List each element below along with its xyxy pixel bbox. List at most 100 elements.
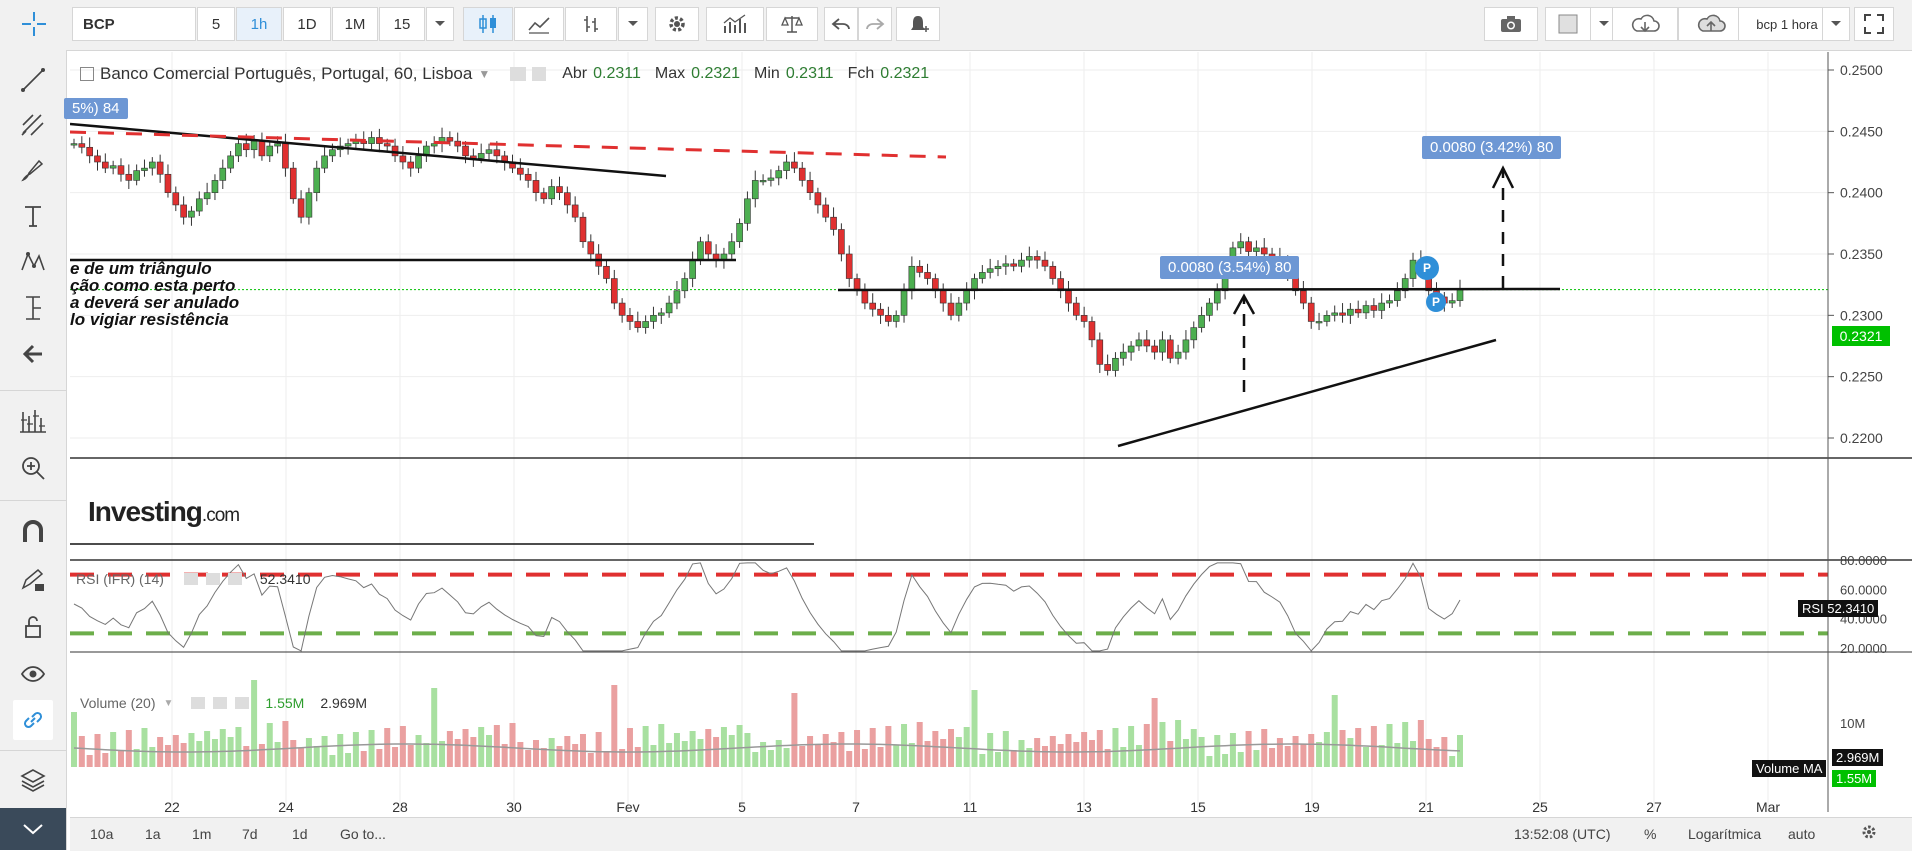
volume-bar [94, 734, 101, 767]
volume-bar [517, 742, 524, 767]
chevron-down-icon[interactable]: ▼ [478, 67, 491, 81]
layers-tool[interactable] [13, 760, 53, 800]
volume-bar [1057, 744, 1064, 767]
candle-body [1347, 308, 1354, 316]
gear-icon[interactable] [205, 573, 220, 585]
alert-button[interactable] [896, 7, 940, 41]
volume-bar [298, 748, 305, 767]
magnet-tool[interactable] [13, 512, 53, 552]
interval-1h[interactable]: 1h [236, 7, 282, 41]
interval-5[interactable]: 5 [197, 7, 235, 41]
save-cloud-button[interactable] [1678, 7, 1744, 41]
range-1d[interactable]: 1d [292, 826, 308, 842]
note-line: ção como esta perto [70, 276, 236, 295]
brush-tool[interactable] [13, 150, 53, 190]
rsi-pane [70, 562, 1828, 652]
candle-body [235, 143, 242, 157]
indicators-button[interactable] [706, 7, 764, 41]
interval-dropdown[interactable] [426, 7, 454, 41]
volume-bar [290, 740, 297, 767]
measure-badge-2[interactable]: 0.0080 (3.42%) 80 [1422, 136, 1562, 159]
collapse-legend-icon[interactable] [80, 67, 94, 81]
snapshot-button[interactable] [1484, 7, 1538, 41]
goto-button[interactable]: Go to... [340, 826, 386, 842]
area-style-button[interactable] [514, 7, 564, 41]
range-1m[interactable]: 1m [192, 826, 212, 842]
candle-body [665, 302, 673, 314]
time-label: 21 [1418, 799, 1434, 812]
zoom-tool[interactable] [13, 448, 53, 488]
fullscreen-button[interactable] [1854, 7, 1894, 41]
candle-body [642, 321, 649, 328]
bars-style-button[interactable] [565, 7, 617, 41]
gear-icon[interactable] [1860, 823, 1878, 844]
close-icon[interactable] [227, 573, 242, 585]
chart-note[interactable]: e de um triângulo ção como esta perto a … [70, 260, 239, 328]
style-dropdown[interactable] [618, 7, 648, 41]
pitchfork-tool[interactable] [13, 105, 53, 145]
gear-icon[interactable] [213, 697, 228, 709]
candle-body [986, 268, 994, 273]
interval-1d[interactable]: 1D [283, 7, 331, 41]
link-tool[interactable] [13, 700, 53, 740]
percent-toggle[interactable]: % [1644, 826, 1657, 842]
chevron-down-icon[interactable]: ▼ [163, 697, 174, 709]
layout-name[interactable]: bcp 1 hora [1738, 7, 1836, 41]
crosshair-icon[interactable] [2, 7, 66, 41]
candle-body [869, 302, 877, 310]
log-toggle[interactable]: Logarítmica [1688, 826, 1762, 842]
p-marker[interactable]: P [1426, 292, 1446, 312]
settings-button[interactable] [655, 7, 699, 41]
undo-icon [831, 18, 850, 30]
volume-bar [1394, 743, 1401, 767]
measure-tool[interactable] [13, 288, 53, 328]
volume-bar [932, 731, 939, 767]
load-cloud-button[interactable] [1612, 7, 1678, 41]
candle-body [477, 153, 485, 159]
pattern-tool[interactable] [13, 242, 53, 282]
eye-icon[interactable] [191, 697, 206, 709]
layout-dropdown[interactable] [1822, 7, 1850, 41]
candle-body [540, 192, 548, 200]
undo-button[interactable] [824, 7, 858, 41]
eye-icon[interactable] [510, 67, 527, 81]
gear-icon[interactable] [532, 67, 547, 81]
ohlc-bars-icon [584, 16, 598, 32]
range-7d[interactable]: 7d [242, 826, 258, 842]
auto-toggle[interactable]: auto [1788, 826, 1816, 842]
chart-canvas[interactable]: 0.2500 0.2450 0.2400 0.2350 0.2300 0.2250 0.22… [69, 52, 1912, 815]
candle-body [195, 198, 203, 212]
range-1y[interactable]: 1a [145, 826, 161, 842]
chart-area[interactable]: 0.2500 0.2450 0.2400 0.2350 0.2300 0.2250 0.22… [64, 52, 1912, 815]
eye-icon[interactable] [183, 573, 198, 585]
lock-tool[interactable] [13, 607, 53, 647]
color-picker-button[interactable] [1545, 7, 1591, 41]
compare-button[interactable] [766, 7, 818, 41]
trend-line-tool[interactable] [13, 60, 53, 100]
volume-bar [501, 744, 508, 767]
text-tool[interactable] [13, 196, 53, 236]
visibility-tool[interactable] [13, 654, 53, 694]
interval-1m[interactable]: 1M [332, 7, 378, 41]
close-icon[interactable] [235, 697, 250, 709]
candles-style-button[interactable] [463, 7, 513, 41]
back-tool[interactable] [13, 334, 53, 374]
volume-tag: Volume MA [1752, 760, 1827, 777]
symbol-input[interactable]: BCP [72, 7, 196, 41]
redo-button[interactable] [858, 7, 892, 41]
candle-body [86, 146, 93, 157]
collapse-toolbar-button[interactable] [0, 808, 66, 850]
favorites-tool[interactable] [13, 402, 53, 442]
candle-body [344, 143, 352, 147]
measure-badge-1[interactable]: 0.0080 (3.54%) 80 [1160, 256, 1300, 279]
left-measure-badge[interactable]: 5%) 84 [64, 98, 128, 119]
range-10y[interactable]: 10a [90, 826, 114, 842]
price-grid [70, 69, 1828, 439]
p-marker[interactable]: P [1415, 256, 1439, 280]
candle-body [258, 140, 266, 157]
candle-body [728, 241, 736, 255]
lock-drawing-tool[interactable] [13, 560, 53, 600]
candle-body [94, 155, 101, 163]
interval-15[interactable]: 15 [379, 7, 425, 41]
pitchfork-icon [21, 114, 44, 136]
